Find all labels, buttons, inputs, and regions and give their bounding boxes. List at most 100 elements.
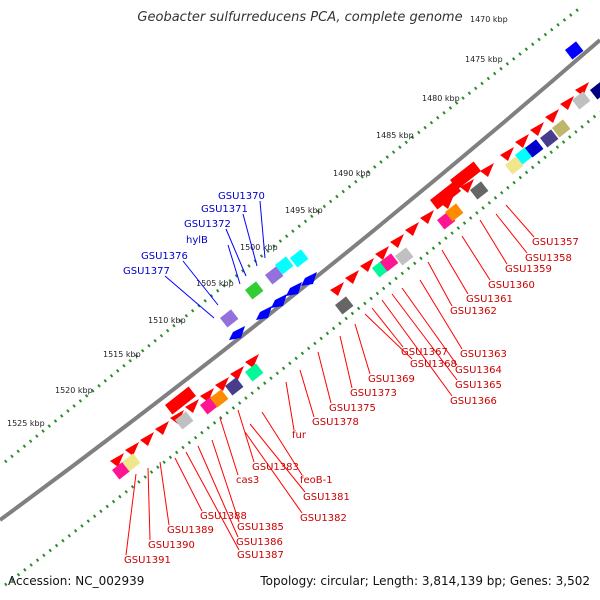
kbp-tick-label: 1525 kbp [7,419,45,428]
forward-gene-arrow [301,272,317,286]
gene-arrow [360,258,374,272]
gene-arrow [560,96,574,110]
kbp-tick-label: 1495 kbp [285,206,323,215]
gene-box [504,156,524,175]
gene-box [524,139,544,158]
gene-label-reverse: GSU1387 [237,550,284,561]
gene-label-reverse: GSU1389 [167,525,214,536]
gene-label-reverse: GSU1362 [450,306,497,317]
gene-arrow [185,399,199,413]
gene-label-forward: GSU1376 [141,251,188,262]
gene-arrow [110,453,124,467]
gene-label-reverse: GSU1366 [450,396,497,407]
gene-label-reverse: GSU1388 [200,511,247,522]
leader-line [495,213,528,254]
leader-line [211,439,240,523]
gene-label-reverse: GSU1385 [237,522,284,533]
gene-arrow [155,421,169,435]
gene-label-reverse: GSU1358 [525,253,572,264]
leader-line [371,307,404,348]
kbp-tick-label: 1490 kbp [333,169,371,178]
gene-box [225,377,244,396]
gene-arrow [375,246,389,260]
gene-arrow [515,134,529,148]
leader-line [164,275,215,319]
leader-line [479,219,508,265]
gene-arrow [545,109,559,123]
gene-arrow [480,163,494,177]
leader-line [219,417,239,476]
leader-line [299,369,315,418]
kbp-tick-label: 1485 kbp [376,131,414,140]
leader-line [461,235,491,281]
gene-arrow [170,410,184,424]
gene-block [449,161,482,190]
gene-arrow [575,82,589,96]
leader-line [225,228,247,277]
gene-arrow [500,147,514,161]
forward-gene-box [245,281,264,300]
leader-line [285,381,295,431]
gene-block [430,181,462,210]
gene-arrow [420,210,434,224]
leader-line [242,213,258,267]
gene-label-reverse: GSU1375 [329,403,376,414]
gene-box [379,253,399,272]
gene-label-reverse: GSU1391 [124,555,171,566]
leader-line [159,461,170,526]
leader-line [261,411,303,476]
forward-gene-box [220,309,239,328]
leader-line [125,473,137,556]
gene-label-reverse: GSU1373 [350,388,397,399]
gene-label-reverse: feoB-1 [300,475,333,486]
gene-label-reverse: cas3 [236,475,259,486]
leader-line [244,431,303,514]
leader-line [401,287,458,366]
leader-line [381,299,453,397]
leader-line [182,260,219,306]
gene-box [245,363,264,382]
forward-gene-box [290,249,309,268]
leader-line [505,204,535,238]
gene-box [209,389,229,408]
gene-box [571,91,591,110]
gene-arrow [215,377,229,391]
forward-gene-box [564,41,584,60]
gene-arrow [330,282,344,296]
gene-box [539,129,559,148]
gene-arrow [230,366,244,380]
forward-gene-arrow [271,294,287,308]
gene-label-reverse: GSU1357 [532,237,579,248]
gene-label-reverse: GSU1368 [410,359,457,370]
gene-label-reverse: GSU1363 [460,349,507,360]
kbp-tick-label: 1475 kbp [465,55,503,64]
leader-line [174,457,203,512]
leader-line [354,323,371,375]
gene-label-forward: GSU1372 [184,219,231,230]
genome-summary: Topology: circular; Length: 3,814,139 bp… [260,574,590,588]
page-title: Geobacter sulfurreducens PCA, complete g… [137,10,463,25]
gene-box [334,296,354,315]
forward-gene-box [264,266,284,285]
gene-arrow [460,179,474,193]
gene-arrow [405,222,419,236]
gene-label-forward: hylB [186,235,208,246]
gene-arrow [245,354,259,368]
leader-line [419,279,463,350]
gene-arrow [530,122,544,136]
gene-box [445,203,464,222]
kbp-tick-label: 1510 kbp [148,316,186,325]
leader-line [147,467,151,541]
leader-line [185,451,240,551]
gene-label-reverse: GSU1365 [455,380,502,391]
gene-label-reverse: GSU1360 [488,280,535,291]
gene-box [395,247,414,266]
leader-line [317,351,332,404]
forward-gene-arrow [229,326,245,340]
inner-tick-track [4,110,600,587]
gene-label-reverse: GSU1381 [303,492,350,503]
leader-line [427,261,453,307]
gene-box [122,453,141,472]
leader-line [339,335,353,389]
